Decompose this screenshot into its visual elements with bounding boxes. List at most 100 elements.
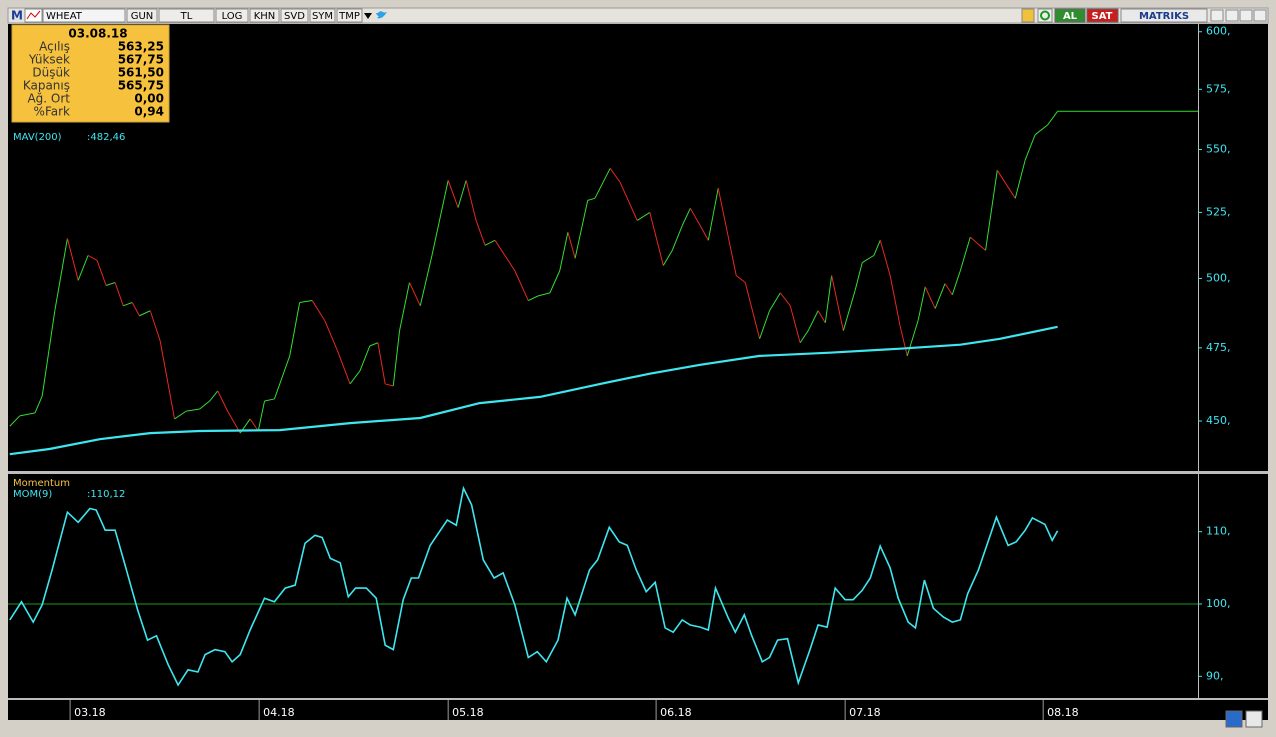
price-segment bbox=[264, 398, 275, 402]
series-line bbox=[9, 485, 1059, 687]
price-segment bbox=[139, 310, 151, 317]
price-segment bbox=[41, 310, 56, 397]
price-segment bbox=[587, 197, 596, 201]
price-segment bbox=[96, 260, 107, 286]
close-button[interactable] bbox=[1253, 9, 1267, 22]
price-segment bbox=[289, 302, 301, 356]
price-segment bbox=[538, 292, 551, 297]
sell-button[interactable] bbox=[1086, 8, 1119, 23]
toolbar-button[interactable] bbox=[336, 8, 363, 23]
info-value: 567,75 bbox=[118, 53, 164, 67]
price-segment bbox=[174, 410, 187, 420]
price-segment bbox=[969, 236, 986, 251]
brand-box bbox=[1120, 8, 1208, 23]
price-segment bbox=[399, 282, 410, 331]
refresh-glyph bbox=[1040, 10, 1050, 21]
info-box bbox=[11, 24, 170, 123]
price-segment bbox=[906, 320, 919, 357]
toolbar-button[interactable] bbox=[249, 8, 280, 23]
y-tick-label: 100, bbox=[1206, 597, 1231, 610]
price-segment bbox=[324, 320, 338, 351]
price-segment bbox=[567, 232, 576, 259]
price-segment bbox=[959, 236, 971, 271]
price-segment bbox=[662, 250, 673, 266]
symbol-box[interactable] bbox=[42, 8, 126, 23]
price-segment bbox=[385, 383, 394, 387]
price-segment bbox=[699, 225, 709, 241]
price-segment bbox=[392, 330, 401, 387]
info-label: Kapanış bbox=[23, 79, 70, 93]
price-segment bbox=[559, 232, 569, 271]
price-segment bbox=[574, 200, 589, 259]
price-segment bbox=[66, 238, 79, 281]
toolbar-button[interactable] bbox=[158, 8, 215, 23]
toolbar-button[interactable] bbox=[309, 8, 336, 23]
info-value: 563,25 bbox=[118, 40, 164, 54]
price-segment bbox=[985, 170, 998, 251]
price-segment bbox=[447, 180, 459, 208]
price-segment bbox=[671, 225, 683, 251]
x-tick-label: 04.18 bbox=[263, 706, 295, 719]
price-segment bbox=[917, 286, 926, 321]
price-segment bbox=[759, 310, 770, 339]
sync-button[interactable] bbox=[1225, 710, 1243, 728]
price-segment bbox=[123, 302, 133, 307]
price-segment bbox=[19, 412, 36, 417]
price-segment bbox=[636, 212, 651, 221]
restore-button[interactable] bbox=[1239, 9, 1253, 22]
price-segment bbox=[889, 275, 901, 326]
price-segment bbox=[681, 208, 691, 226]
price-segment bbox=[359, 345, 371, 372]
toolbar-button[interactable] bbox=[280, 8, 309, 23]
dropdown-arrow[interactable] bbox=[364, 13, 372, 19]
price-segment bbox=[944, 283, 953, 296]
price-segment bbox=[431, 180, 449, 256]
price-segment bbox=[779, 292, 791, 307]
y-tick-label: 450, bbox=[1206, 414, 1231, 427]
flash-icon[interactable] bbox=[1021, 8, 1035, 23]
price-segment bbox=[409, 282, 421, 306]
price-segment bbox=[735, 275, 746, 283]
price-segment bbox=[824, 275, 833, 323]
price-segment bbox=[744, 282, 761, 339]
price-segment bbox=[87, 254, 98, 261]
minimize-button[interactable] bbox=[1225, 9, 1239, 22]
price-segment bbox=[879, 240, 891, 276]
price-segment bbox=[799, 330, 809, 344]
price-segment bbox=[924, 286, 936, 309]
y-tick-label: 525, bbox=[1206, 205, 1231, 218]
toolbar-button-label: GUN bbox=[131, 11, 154, 22]
price-segment bbox=[249, 418, 259, 432]
y-tick-label: 550, bbox=[1206, 142, 1231, 155]
price-segment bbox=[707, 188, 719, 241]
price-segment bbox=[1047, 110, 1058, 126]
buy-label: AL bbox=[1063, 11, 1078, 22]
price-segment bbox=[369, 342, 379, 347]
price-segment bbox=[9, 415, 21, 427]
y-tick-label: 90, bbox=[1206, 669, 1224, 682]
price-segment bbox=[475, 220, 486, 246]
toolbar-button-label: LOG bbox=[222, 11, 243, 22]
y-tick-label: 500, bbox=[1206, 271, 1231, 284]
twitter-icon[interactable] bbox=[376, 11, 387, 19]
buy-button[interactable] bbox=[1054, 8, 1086, 23]
price-segment bbox=[789, 305, 801, 343]
price-segment bbox=[131, 302, 140, 317]
toolbar-button-label: SYM bbox=[312, 11, 333, 22]
price-segment bbox=[717, 188, 737, 276]
price-segment bbox=[273, 355, 291, 400]
toolbar-button[interactable] bbox=[215, 8, 249, 23]
status-bar bbox=[8, 722, 1268, 737]
x-tick-label: 07.18 bbox=[849, 706, 881, 719]
price-segment bbox=[899, 325, 908, 356]
menu-button[interactable] bbox=[1210, 9, 1224, 22]
price-segment bbox=[609, 168, 621, 183]
price-segment bbox=[594, 168, 611, 199]
price-segment bbox=[817, 310, 826, 323]
arrange-button[interactable] bbox=[1245, 710, 1263, 728]
toolbar-button[interactable] bbox=[126, 8, 158, 23]
price-segment bbox=[1014, 159, 1026, 199]
price-segment bbox=[465, 180, 477, 221]
price-segment bbox=[186, 408, 200, 412]
